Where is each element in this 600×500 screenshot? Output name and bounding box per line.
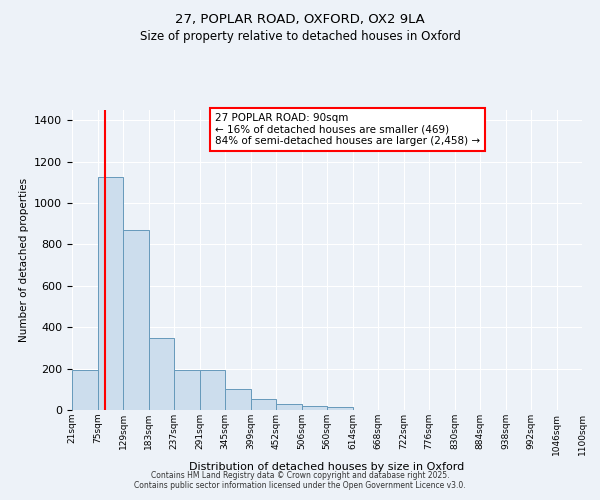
Text: 27, POPLAR ROAD, OXFORD, OX2 9LA: 27, POPLAR ROAD, OXFORD, OX2 9LA xyxy=(175,12,425,26)
Bar xyxy=(302,406,327,410)
Text: 27 POPLAR ROAD: 90sqm
← 16% of detached houses are smaller (469)
84% of semi-det: 27 POPLAR ROAD: 90sqm ← 16% of detached … xyxy=(215,113,480,146)
Bar xyxy=(327,407,353,410)
Bar xyxy=(97,177,123,410)
Bar xyxy=(276,404,302,410)
Y-axis label: Number of detached properties: Number of detached properties xyxy=(19,178,29,342)
Bar xyxy=(123,230,149,410)
Bar xyxy=(149,338,174,410)
Bar xyxy=(225,390,251,410)
Bar xyxy=(72,370,97,410)
Bar xyxy=(199,370,225,410)
Bar xyxy=(251,398,276,410)
Text: Size of property relative to detached houses in Oxford: Size of property relative to detached ho… xyxy=(140,30,460,43)
Text: Contains HM Land Registry data © Crown copyright and database right 2025.
Contai: Contains HM Land Registry data © Crown c… xyxy=(134,470,466,490)
Bar xyxy=(174,370,199,410)
X-axis label: Distribution of detached houses by size in Oxford: Distribution of detached houses by size … xyxy=(190,462,464,472)
